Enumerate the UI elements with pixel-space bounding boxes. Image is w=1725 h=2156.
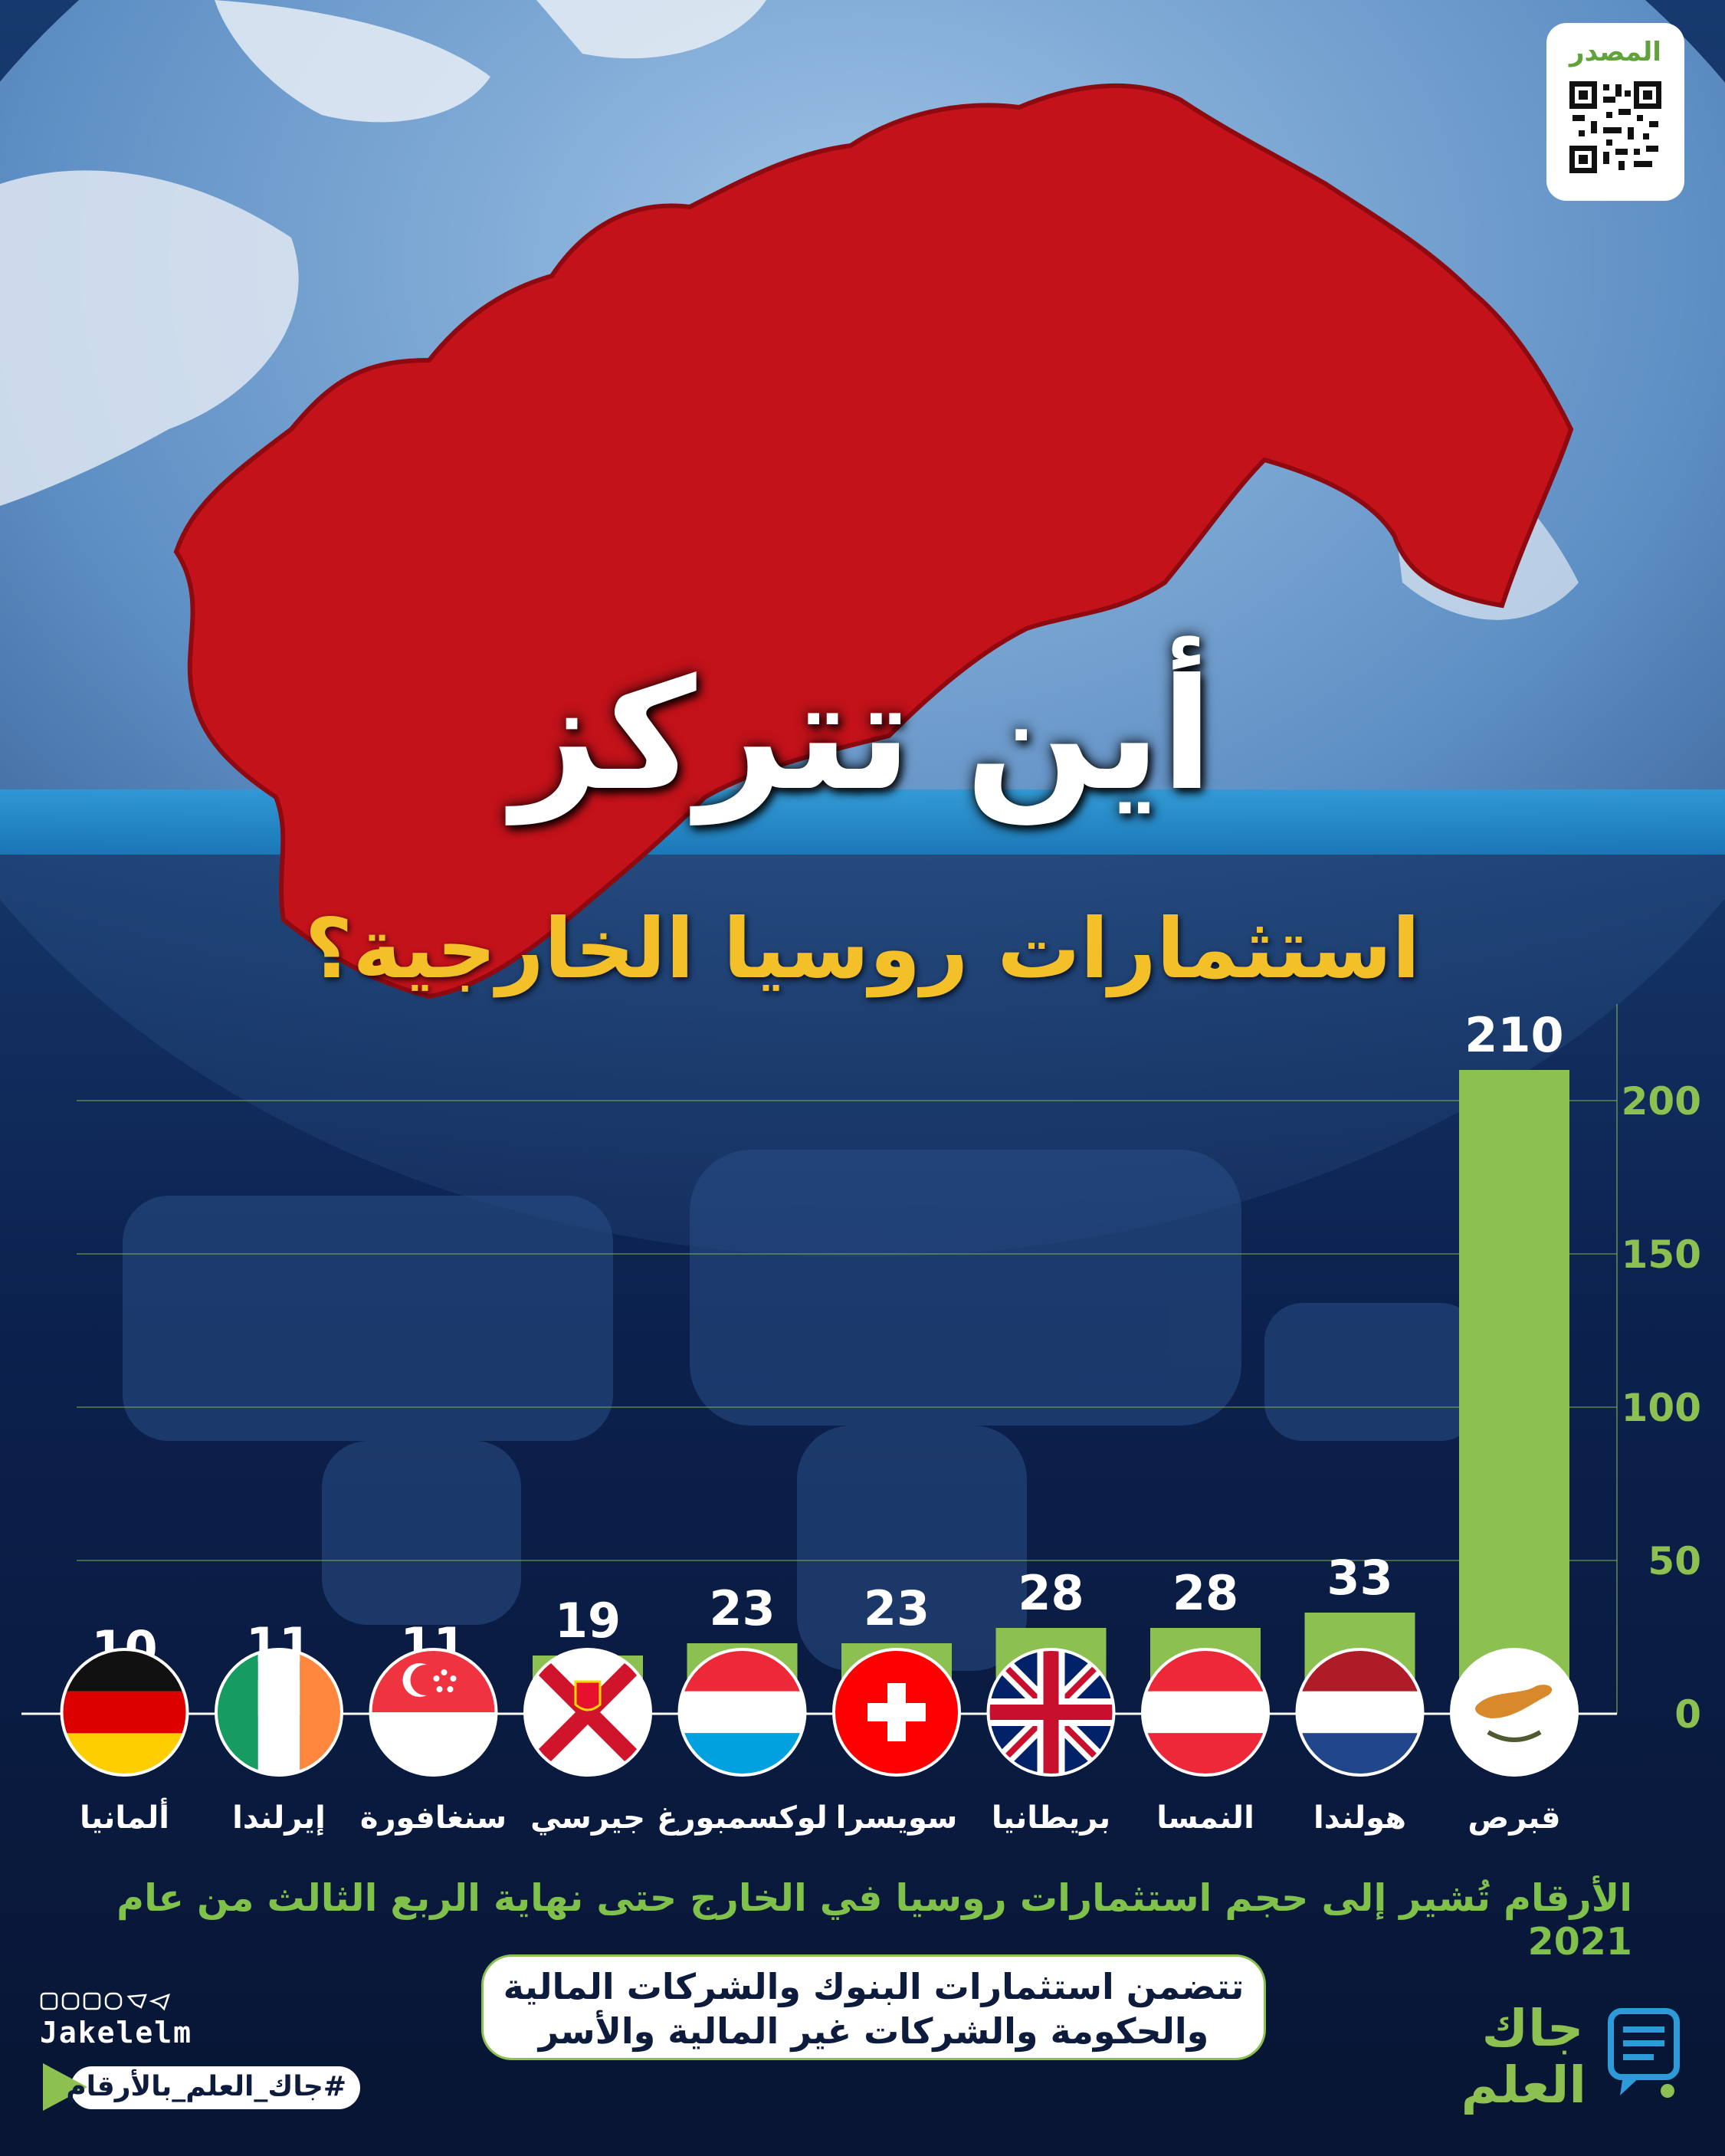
y-tick-label: 100 <box>1622 1386 1701 1430</box>
cyprus-flag-icon <box>1450 1648 1579 1777</box>
united-kingdom-flag-icon <box>986 1648 1116 1777</box>
telegram-icon[interactable] <box>149 1993 171 2011</box>
bar-value-label: 210 <box>1464 1007 1563 1063</box>
bar-value-label: 23 <box>864 1580 930 1636</box>
hashtag-badge[interactable]: #جاك_العلم_بالأرقام <box>40 2060 362 2114</box>
brand-chat-icon <box>1608 2008 1680 2098</box>
category-label: النمسا <box>1156 1800 1254 1836</box>
linkedin-icon[interactable] <box>83 1992 101 2010</box>
austria-flag-icon <box>1141 1648 1270 1777</box>
twitter-icon[interactable] <box>126 1994 147 2009</box>
luxembourg-flag-icon <box>677 1648 807 1777</box>
chart-note: الأرقام تُشير إلى حجم استثمارات روسيا في… <box>116 1876 1632 1964</box>
qr-code-icon[interactable] <box>1569 81 1661 173</box>
bar-value-label: 28 <box>1018 1565 1084 1621</box>
social-icons <box>40 1992 171 2011</box>
social-handle[interactable]: Jakelelm <box>40 2016 193 2049</box>
source-label: المصدر <box>1569 37 1661 67</box>
switzerland-flag-icon <box>832 1648 961 1777</box>
category-label: لوكسمبورغ <box>657 1800 828 1836</box>
bar-value-label: 33 <box>1327 1550 1392 1606</box>
instagram-icon[interactable] <box>61 1992 80 2010</box>
category-label: ألمانيا <box>80 1797 169 1836</box>
bar <box>1459 1070 1569 1714</box>
facebook-icon[interactable] <box>40 1992 58 2010</box>
jersey-flag-icon <box>523 1648 652 1777</box>
y-tick-label: 200 <box>1622 1079 1701 1124</box>
singapore-flag-icon <box>369 1648 498 1777</box>
category-label: قبرص <box>1468 1800 1560 1836</box>
snapchat-icon[interactable] <box>104 1992 123 2010</box>
netherlands-flag-icon <box>1295 1648 1425 1777</box>
hashtag-text: #جاك_العلم_بالأرقام <box>66 2071 346 2102</box>
subtitle: استثمارات روسيا الخارجية؟ <box>304 901 1421 997</box>
bar-value-label: 23 <box>709 1580 775 1636</box>
ireland-flag-icon <box>215 1648 343 1777</box>
bar-value-label: 19 <box>555 1593 621 1649</box>
brand-line-1: جاك <box>1481 1999 1584 2058</box>
main-title: أين تتركز <box>511 646 1214 825</box>
scope-note-line-1: تتضمن استثمارات البنوك والشركات المالية <box>503 1966 1245 2007</box>
y-tick-label: 150 <box>1622 1232 1701 1277</box>
source-box[interactable]: المصدر <box>1546 23 1684 201</box>
scope-note-line-2: والحكومة والشركات غير المالية والأسر <box>538 2010 1209 2052</box>
category-label: سنغافورة <box>360 1800 507 1836</box>
category-label: سويسرا <box>836 1800 958 1836</box>
scope-note-pill: تتضمن استثمارات البنوك والشركات المالية … <box>481 1954 1266 2060</box>
category-label: بريطانيا <box>992 1800 1110 1836</box>
bar-value-label: 28 <box>1172 1565 1238 1621</box>
category-label: هولندا <box>1313 1800 1406 1836</box>
y-tick-label: 0 <box>1674 1692 1701 1737</box>
category-label: جيرسي <box>530 1800 645 1836</box>
play-icon <box>43 2063 87 2111</box>
brand-line-2: العلم <box>1461 2056 1586 2115</box>
germany-flag-icon <box>60 1648 189 1777</box>
y-tick-label: 50 <box>1648 1539 1701 1583</box>
category-label: إيرلندا <box>232 1800 326 1836</box>
brand-logo-text: جاك العلم <box>1461 1999 1586 2115</box>
